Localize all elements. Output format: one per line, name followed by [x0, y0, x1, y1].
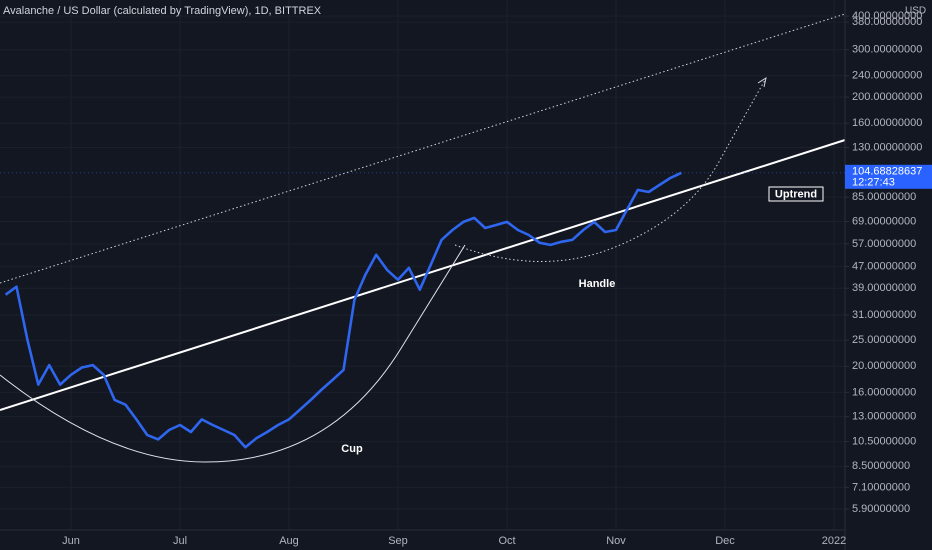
x-axis-panel [0, 530, 845, 550]
y-tick-label: 10.50000000 [852, 436, 916, 448]
y-tick-label: 160.00000000 [852, 117, 922, 129]
price-label-box [845, 164, 932, 189]
annotation: Uptrend [775, 188, 817, 200]
y-tick-label: 240.00000000 [852, 70, 922, 82]
price-line [4, 171, 682, 449]
countdown: 12:27:43 [852, 177, 895, 189]
series [4, 171, 682, 449]
x-tick-label: Jun [62, 535, 80, 547]
y-tick-label: 8.50000000 [852, 460, 910, 472]
y-tick-label: 47.00000000 [852, 260, 916, 272]
trend-line [0, 139, 846, 411]
x-tick-label: Sep [388, 535, 408, 547]
y-tick-label: 7.10000000 [852, 481, 910, 493]
annotation: Cup [341, 443, 363, 455]
y-tick-label: 69.00000000 [852, 215, 916, 227]
y-tick-label: 200.00000000 [852, 91, 922, 103]
y-tick-label: 13.00000000 [852, 411, 916, 423]
y-tick-label: 20.00000000 [852, 360, 916, 372]
y-tick-label: 16.00000000 [852, 386, 916, 398]
arrow-head [757, 76, 767, 88]
x-tick-label: Aug [279, 535, 299, 547]
chart-title: Avalanche / US Dollar (calculated by Tra… [3, 5, 322, 17]
last-price-label: 104.68828637 [852, 166, 922, 178]
y-tick-label: 300.00000000 [852, 44, 922, 56]
x-tick-label: Oct [498, 535, 515, 547]
annotation: Handle [579, 278, 616, 290]
x-tick-label: Dec [715, 535, 735, 547]
x-tick-label: Nov [606, 535, 626, 547]
y-tick-label: 5.90000000 [852, 503, 910, 515]
y-unit: USD [905, 6, 926, 17]
grid [0, 0, 845, 530]
x-tick-label: Jul [173, 535, 187, 547]
y-tick-label: 25.00000000 [852, 334, 916, 346]
y-tick-label: 130.00000000 [852, 141, 922, 153]
annotation-box [768, 186, 824, 202]
x-tick-label: 2022 [822, 535, 846, 547]
y-axis-panel [845, 0, 932, 550]
y-tick-label: 39.00000000 [852, 282, 916, 294]
y-tick-label: 31.00000000 [852, 309, 916, 321]
y-tick-label: 85.00000000 [852, 191, 916, 203]
y-tick-label: 380.00000000 [852, 16, 922, 28]
handle-curve [454, 79, 766, 262]
y-tick-label: 57.00000000 [852, 238, 916, 250]
cup-curve [0, 244, 466, 463]
y-tick-label: 400.00000000 [852, 10, 922, 22]
